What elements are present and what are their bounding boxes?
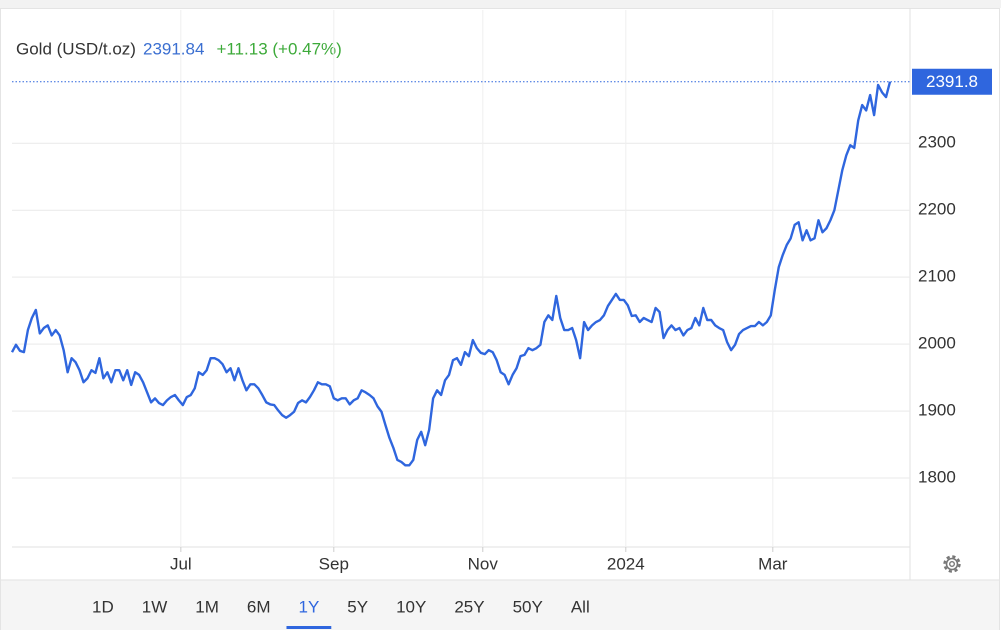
top-strip bbox=[0, 0, 1001, 8]
gear-teeth bbox=[943, 555, 961, 573]
range-button[interactable]: 1Y bbox=[286, 597, 332, 629]
x-tick-label: Mar bbox=[758, 554, 788, 573]
range-button[interactable]: 1D bbox=[92, 597, 114, 616]
x-tick-label: 2024 bbox=[607, 554, 645, 573]
range-button[interactable]: 5Y bbox=[347, 597, 368, 616]
range-label: 50Y bbox=[513, 597, 543, 616]
chart-title: Gold (USD/t.oz) bbox=[16, 39, 136, 58]
range-label: 25Y bbox=[454, 597, 484, 616]
range-label: All bbox=[571, 597, 590, 616]
y-tick-label: 2100 bbox=[918, 267, 956, 286]
range-label: 1D bbox=[92, 597, 114, 616]
settings-icon[interactable] bbox=[943, 555, 961, 573]
range-label: 5Y bbox=[347, 597, 368, 616]
y-tick-label: 2300 bbox=[918, 133, 956, 152]
range-button[interactable]: 1M bbox=[195, 597, 219, 616]
last-price-label: 2391.8 bbox=[926, 72, 978, 91]
range-label: 1M bbox=[195, 597, 219, 616]
x-tick-label: Nov bbox=[468, 554, 499, 573]
y-tick-label: 1800 bbox=[918, 468, 956, 487]
price-change: +11.13 (+0.47%) bbox=[216, 39, 341, 58]
range-label: 1Y bbox=[298, 597, 319, 616]
gear-body bbox=[945, 557, 959, 571]
range-label: 6M bbox=[247, 597, 271, 616]
price-line bbox=[10, 81, 892, 467]
range-button[interactable]: 1W bbox=[142, 597, 168, 616]
range-button[interactable]: 6M bbox=[247, 597, 271, 616]
x-tick-label: Sep bbox=[319, 554, 349, 573]
gear-hole bbox=[949, 561, 955, 567]
range-label: 1W bbox=[142, 597, 168, 616]
range-label: 10Y bbox=[396, 597, 426, 616]
last-price-badge bbox=[912, 68, 992, 95]
range-button[interactable]: All bbox=[571, 597, 590, 616]
y-tick-label: 2200 bbox=[918, 200, 956, 219]
range-button[interactable]: 50Y bbox=[513, 597, 543, 616]
y-tick-label: 2000 bbox=[918, 334, 956, 353]
range-bar bbox=[1, 580, 999, 630]
range-button[interactable]: 10Y bbox=[396, 597, 426, 616]
x-tick-label: Jul bbox=[170, 554, 192, 573]
price: 2391.84 bbox=[143, 39, 204, 58]
range-selected-underline bbox=[286, 626, 332, 629]
y-tick-label: 1900 bbox=[918, 401, 956, 420]
range-button[interactable]: 25Y bbox=[454, 597, 484, 616]
